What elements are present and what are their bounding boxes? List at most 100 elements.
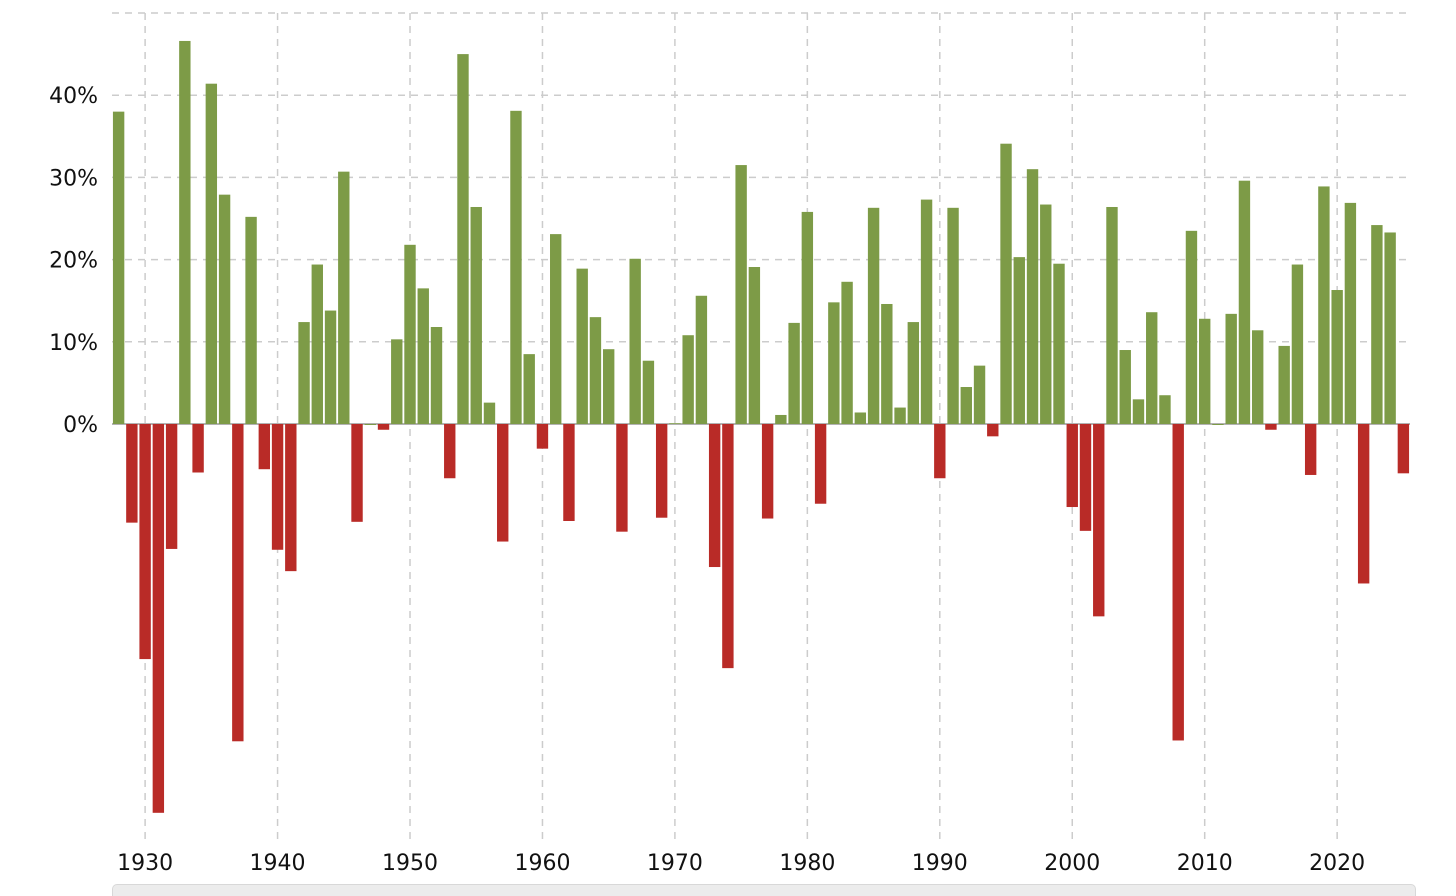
bar-1976[interactable] (748, 267, 761, 424)
bar-1947[interactable] (364, 424, 376, 425)
bar-1937[interactable] (232, 424, 244, 742)
bar-1966[interactable] (616, 424, 628, 532)
bar-1995[interactable] (1000, 143, 1012, 424)
bar-1961[interactable] (550, 234, 562, 424)
bar-1962[interactable] (563, 424, 575, 521)
bar-1935[interactable] (205, 83, 218, 424)
bar-1985[interactable] (867, 207, 880, 424)
bar-2008[interactable] (1172, 424, 1184, 741)
bar-1983[interactable] (841, 281, 853, 424)
bar-1978[interactable] (775, 414, 787, 424)
bar-1970[interactable] (669, 423, 681, 424)
bar-2012[interactable] (1225, 313, 1237, 424)
bar-1949[interactable] (391, 339, 403, 424)
bar-1994[interactable] (987, 424, 999, 437)
bar-1957[interactable] (497, 424, 509, 542)
bar-1993[interactable] (973, 365, 986, 424)
bar-1936[interactable] (218, 194, 231, 424)
bar-2004[interactable] (1119, 350, 1131, 424)
bar-1967[interactable] (629, 258, 641, 424)
bar-2014[interactable] (1251, 330, 1264, 424)
bar-1945[interactable] (338, 171, 350, 424)
bar-2024[interactable] (1384, 232, 1396, 424)
bar-1969[interactable] (655, 424, 668, 518)
bar-1960[interactable] (536, 424, 549, 449)
bar-1928[interactable] (112, 111, 125, 424)
bar-1979[interactable] (788, 322, 800, 424)
bar-1997[interactable] (1026, 169, 1039, 424)
bar-2025[interactable] (1397, 424, 1410, 474)
bar-1951[interactable] (417, 288, 429, 424)
bar-1984[interactable] (854, 412, 867, 424)
bar-1977[interactable] (761, 424, 774, 519)
bar-1932[interactable] (165, 424, 178, 549)
bar-1934[interactable] (192, 424, 204, 473)
bar-1963[interactable] (576, 268, 588, 424)
range-navigator-strip[interactable] (112, 884, 1416, 896)
bar-2009[interactable] (1185, 230, 1198, 424)
bar-1964[interactable] (589, 317, 602, 424)
bar-1931[interactable] (152, 424, 165, 813)
bar-1952[interactable] (430, 327, 443, 424)
bar-1940[interactable] (271, 424, 284, 550)
bar-2003[interactable] (1106, 206, 1118, 424)
bar-2007[interactable] (1159, 395, 1171, 424)
bar-2006[interactable] (1146, 312, 1158, 424)
bar-1930[interactable] (139, 424, 151, 660)
bar-1954[interactable] (457, 54, 469, 424)
bar-1982[interactable] (828, 302, 840, 424)
bar-1965[interactable] (602, 349, 615, 424)
bar-1938[interactable] (245, 216, 257, 424)
bar-2023[interactable] (1371, 225, 1383, 424)
bar-2011[interactable] (1212, 424, 1224, 425)
bar-1950[interactable] (404, 244, 416, 424)
bar-1956[interactable] (483, 402, 496, 424)
bar-2021[interactable] (1344, 202, 1357, 424)
bar-1988[interactable] (907, 322, 920, 424)
bar-2019[interactable] (1318, 186, 1330, 424)
bar-1992[interactable] (960, 387, 972, 424)
bar-1972[interactable] (695, 295, 708, 424)
bar-1981[interactable] (814, 424, 827, 504)
bar-2010[interactable] (1199, 318, 1211, 424)
bar-1929[interactable] (126, 424, 138, 523)
bar-1991[interactable] (947, 207, 959, 424)
bar-1941[interactable] (285, 424, 297, 572)
bar-1990[interactable] (934, 424, 946, 479)
bar-1968[interactable] (642, 360, 655, 424)
bar-2005[interactable] (1132, 399, 1145, 424)
bar-1980[interactable] (801, 211, 814, 424)
bar-1959[interactable] (523, 354, 535, 424)
bar-2017[interactable] (1291, 264, 1304, 424)
bar-2000[interactable] (1066, 424, 1078, 508)
bar-1943[interactable] (311, 264, 323, 424)
bar-1974[interactable] (722, 424, 734, 669)
bar-1948[interactable] (377, 424, 390, 430)
bar-2022[interactable] (1357, 424, 1370, 584)
bar-1958[interactable] (510, 110, 522, 424)
bar-2020[interactable] (1331, 290, 1343, 424)
bar-1939[interactable] (258, 424, 271, 470)
bar-1955[interactable] (470, 206, 482, 424)
bar-1971[interactable] (682, 335, 694, 424)
bar-1933[interactable] (179, 40, 191, 424)
bar-1973[interactable] (708, 424, 721, 568)
bar-1989[interactable] (920, 199, 933, 424)
bar-1998[interactable] (1040, 204, 1052, 424)
bar-1944[interactable] (324, 310, 337, 424)
bar-2013[interactable] (1238, 180, 1251, 424)
bar-1946[interactable] (351, 424, 363, 522)
bar-2001[interactable] (1079, 424, 1092, 531)
bar-1986[interactable] (881, 303, 893, 424)
bar-2015[interactable] (1265, 424, 1277, 430)
bar-2016[interactable] (1278, 345, 1290, 424)
bar-1953[interactable] (444, 424, 456, 479)
bar-1975[interactable] (735, 165, 747, 424)
bar-2018[interactable] (1304, 424, 1317, 475)
bar-2002[interactable] (1093, 424, 1105, 617)
bar-1942[interactable] (298, 322, 310, 424)
x-tick-label: 1960 (514, 851, 570, 876)
bar-1999[interactable] (1053, 263, 1065, 424)
bar-1996[interactable] (1013, 257, 1025, 424)
bar-1987[interactable] (894, 407, 906, 424)
